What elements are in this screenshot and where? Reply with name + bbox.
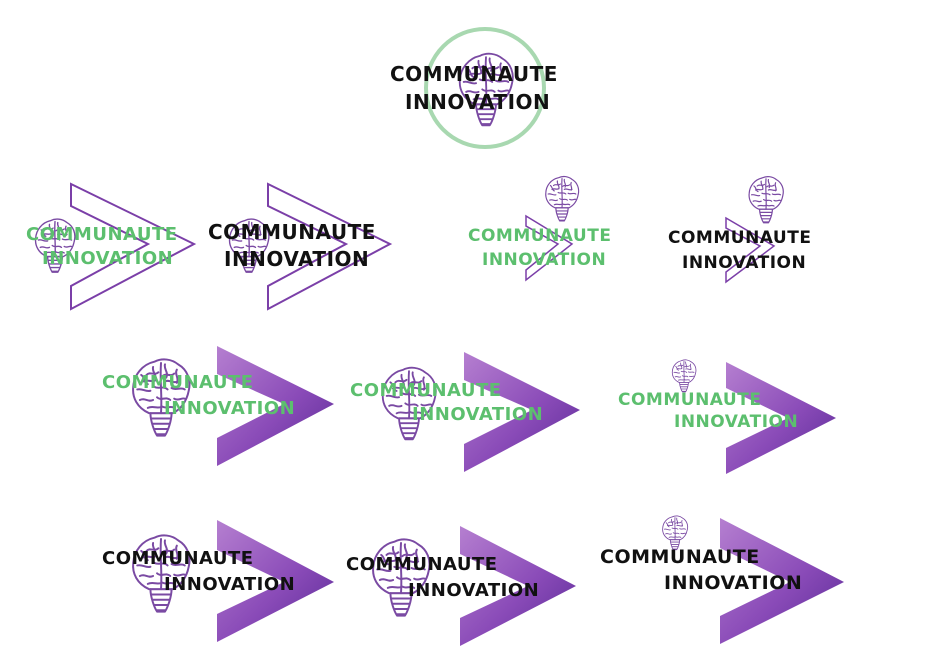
brain-bulb-icon [371, 538, 431, 617]
logo-8: COMMUNAUTE INNOVATION [616, 356, 840, 478]
logo-4: COMMUNAUTE INNOVATION [466, 172, 636, 287]
logo-line2: INNOVATION [164, 398, 296, 419]
logo-line2: INNOVATION [224, 247, 370, 271]
logo-11: COMMUNAUTE INNOVATION [598, 512, 848, 646]
brain-bulb-icon [662, 515, 689, 551]
brain-bulb-icon [671, 359, 697, 393]
logo-10: COMMUNAUTE INNOVATION [344, 524, 580, 648]
logo-line1: COMMUNAUTE [102, 548, 254, 569]
chevron-gradient-icon [460, 526, 576, 646]
logo-line1: COMMUNAUTE [346, 554, 498, 575]
logo-line1: COMMUNAUTE [350, 380, 502, 401]
logo-line2: INNOVATION [408, 580, 540, 601]
chevron-outline-icon [267, 182, 393, 311]
logo-line2: INNOVATION [682, 253, 807, 273]
logo-line1: COMMUNAUTE [390, 62, 558, 86]
logo-line1: COMMUNAUTE [618, 390, 762, 410]
logo-line2: INNOVATION [405, 90, 551, 114]
logo-line1: COMMUNAUTE [208, 220, 376, 244]
logo-5: COMMUNAUTE INNOVATION [666, 172, 836, 287]
chevron-gradient-icon [217, 520, 334, 642]
chevron-outline-icon [70, 182, 197, 311]
brain-bulb-icon [748, 176, 784, 224]
chevron-gradient-icon [464, 352, 580, 472]
chevron-gradient-icon [217, 346, 334, 466]
chevron-outline-icon [525, 214, 574, 282]
logo-line2: INNOVATION [674, 412, 799, 432]
logo-line1: COMMUNAUTE [600, 546, 760, 568]
logo-line2: INNOVATION [664, 572, 803, 594]
logo-line2: INNOVATION [164, 574, 296, 595]
logo-line1: COMMUNAUTE [102, 372, 254, 393]
logo-2: COMMUNAUTE INNOVATION [24, 182, 204, 312]
logo-1: COMMUNAUTE INNOVATION [388, 26, 583, 151]
logo-line1: COMMUNAUTE [26, 224, 178, 245]
circle-ring-icon [424, 27, 546, 149]
chevron-gradient-icon [720, 518, 844, 644]
logo-line2: INNOVATION [42, 248, 174, 269]
logo-6: COMMUNAUTE INNOVATION [100, 346, 336, 470]
logo-line2: INNOVATION [412, 404, 544, 425]
logo-7: COMMUNAUTE INNOVATION [348, 352, 584, 476]
brain-bulb-icon [545, 175, 580, 222]
logo-line2: INNOVATION [482, 250, 607, 270]
chevron-gradient-icon [726, 362, 836, 474]
logo-line1: COMMUNAUTE [468, 226, 612, 246]
logo-9: COMMUNAUTE INNOVATION [100, 520, 336, 644]
chevron-outline-icon [725, 216, 776, 284]
logo-3: COMMUNAUTE INNOVATION [208, 182, 408, 312]
logo-line1: COMMUNAUTE [668, 228, 812, 248]
